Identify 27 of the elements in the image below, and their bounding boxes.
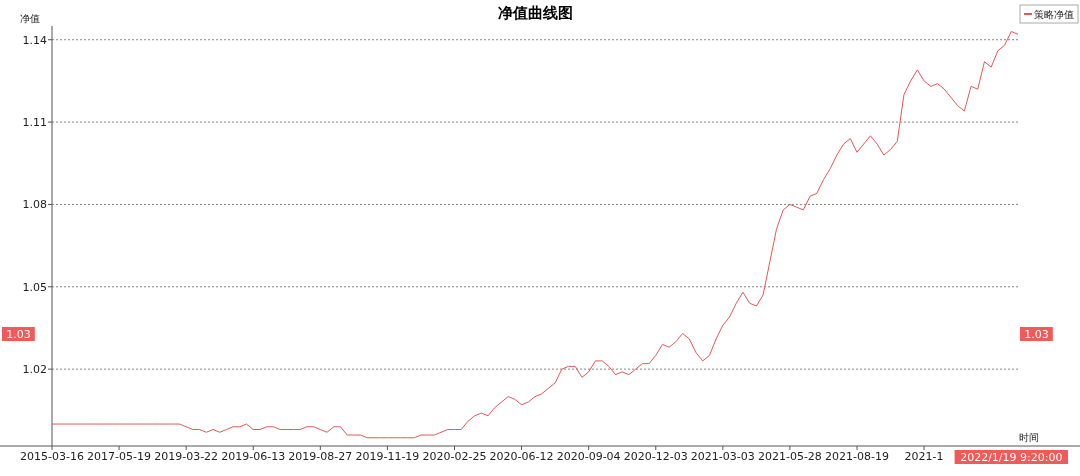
x-tick-label: 2021-05-28 xyxy=(757,450,822,463)
x-axis-title: 时间 xyxy=(1019,432,1039,443)
x-tick-label: 2021-08-19 xyxy=(825,450,889,463)
x-tick-label: 2019-06-13 xyxy=(221,450,286,463)
x-tick-label: 2020-12-03 xyxy=(623,450,688,463)
x-tick-label: 2021-03-03 xyxy=(690,450,755,463)
x-tick-label: 2020-02-25 xyxy=(422,450,487,463)
y-tick-label: 1.05 xyxy=(22,280,47,294)
legend-label: 策略净值 xyxy=(1034,9,1074,20)
y-tick-label: 1.14 xyxy=(22,33,47,47)
x-tick-label: 2019-11-19 xyxy=(355,450,420,463)
x-tick-label: 2017-05-19 xyxy=(87,450,152,463)
x-tick-label: 2021-1 xyxy=(904,450,944,463)
line-series xyxy=(51,30,1019,439)
text: 2022/1/19 9:20:00 xyxy=(960,451,1063,464)
y-tick-label: 1.11 xyxy=(22,116,47,130)
x-tick-label: 2019-03-22 xyxy=(154,450,219,463)
text: 1.03 xyxy=(6,328,31,341)
x-tick-label: 2019-08-27 xyxy=(288,450,353,463)
x-tick-label: 2020-09-04 xyxy=(556,450,621,463)
y-tick-label: 1.02 xyxy=(22,363,47,377)
chart-title: 净值曲线图 xyxy=(497,4,573,22)
y-tick-label: 1.08 xyxy=(22,198,47,212)
x-tick-label: 2020-06-12 xyxy=(489,450,554,463)
x-tick-label: 2015-03-16 xyxy=(20,450,84,463)
y-axis-title: 净值 xyxy=(20,13,40,24)
text: 1.03 xyxy=(1024,328,1049,341)
